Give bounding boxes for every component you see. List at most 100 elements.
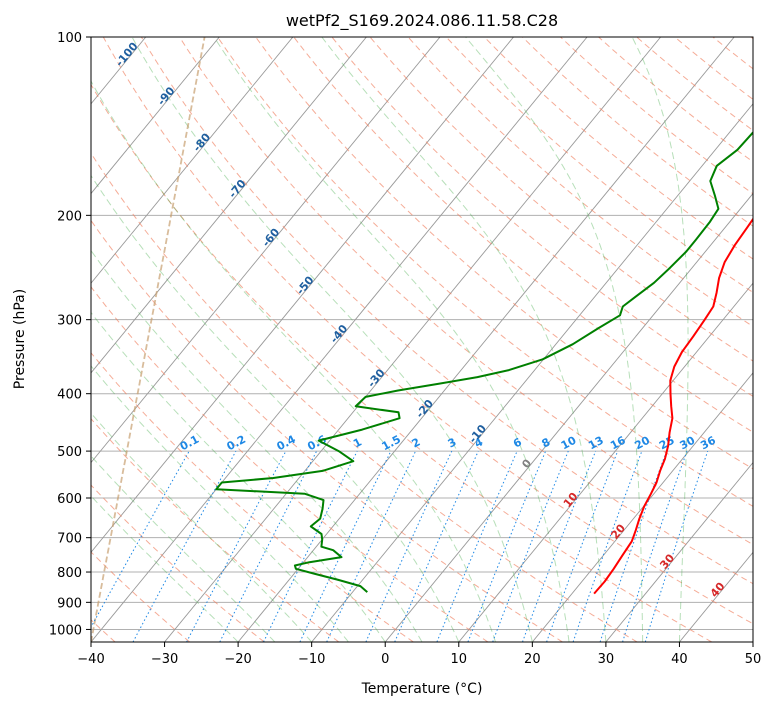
temperature-profile-line: [593, 217, 753, 595]
isotherm-line: [752, 641, 753, 642]
moist-adiabat-line: [91, 365, 349, 642]
mixing-ratio-label: 0.4: [275, 433, 299, 454]
isotherm-label: 20: [608, 521, 628, 541]
mixing-ratio-line: [365, 450, 453, 642]
moist-adiabat-line: [91, 174, 460, 642]
isotherm-line: [237, 37, 735, 642]
x-tick-label: −10: [298, 652, 325, 667]
moist-adiabat-line: [91, 80, 497, 642]
moist-adiabat-line: [465, 37, 644, 642]
y-tick-label: 100: [57, 31, 82, 46]
x-tick-label: −20: [224, 652, 251, 667]
mixing-ratio-line: [299, 450, 392, 642]
isotherm-label: -70: [226, 177, 249, 201]
x-axis-title: Temperature (°C): [361, 681, 483, 697]
dry-adiabat-line: [91, 484, 265, 642]
isotherm-label: -100: [113, 40, 141, 70]
mixing-ratio-line: [436, 450, 518, 642]
x-tick-label: 0: [381, 652, 389, 667]
mixing-ratio-line: [622, 450, 688, 642]
moist-adiabat-line: [321, 37, 607, 642]
mixing-ratio-line: [546, 450, 619, 642]
mixing-ratio-label: 16: [608, 434, 628, 453]
mixing-ratio-line: [263, 450, 358, 642]
dry-adiabat-line: [293, 37, 753, 433]
mixing-ratio-label: 0.1: [178, 433, 201, 454]
mixing-ratio-label: 2: [410, 435, 423, 450]
isotherm-label: -50: [294, 273, 317, 297]
mixing-ratio-label: 10: [559, 434, 579, 453]
isotherm-label: 10: [561, 490, 581, 510]
moist-adiabat-line: [91, 412, 313, 642]
mixing-ratio-line: [492, 450, 569, 642]
plot-frame: [90, 36, 754, 643]
mixing-ratio-line: [394, 450, 479, 642]
isotherm-label: -60: [260, 226, 283, 250]
y-tick-label: 500: [57, 445, 82, 460]
mixing-ratio-label: 6: [511, 435, 524, 450]
chart-title: wetPf2_S169.2024.086.11.58.C28: [286, 11, 558, 31]
dry-adiabat-line: [331, 37, 753, 397]
mixing-ratio-line: [467, 450, 547, 642]
isotherm-line: [458, 282, 753, 642]
x-tick-label: −40: [77, 652, 104, 667]
dry-adiabat-line: [179, 37, 753, 546]
y-tick-label: 900: [57, 596, 82, 611]
dry-adiabat-line: [91, 83, 713, 642]
y-tick-label: 800: [57, 566, 82, 581]
y-tick-label: 400: [57, 388, 82, 403]
isotherm-line: [91, 37, 514, 554]
y-tick-label: 200: [57, 209, 82, 224]
isotherm-line: [311, 103, 753, 642]
mixing-ratio-line: [644, 450, 709, 642]
dry-adiabat-line: [636, 37, 753, 132]
isotherm-line: [91, 37, 588, 642]
reference-curve: [91, 37, 206, 642]
dry-adiabat-line: [91, 286, 489, 642]
y-tick-label: 1000: [49, 623, 82, 638]
mixing-ratio-label: 30: [678, 434, 698, 453]
mixing-ratio-line: [572, 450, 643, 642]
isotherm-line: [91, 37, 441, 464]
x-tick-label: 50: [745, 652, 762, 667]
isotherm-line: [91, 37, 220, 195]
mixing-ratio-label: 8: [540, 435, 553, 450]
isotherm-line: [91, 37, 294, 284]
isotherm-label: -10: [466, 422, 489, 446]
mixing-ratio-label: 36: [698, 434, 718, 453]
x-tick-label: −30: [151, 652, 178, 667]
x-tick-label: 10: [451, 652, 468, 667]
isotherm-line: [679, 551, 753, 642]
y-tick-label: 700: [57, 532, 82, 547]
dry-adiabat-line: [91, 352, 414, 642]
dry-adiabat-line: [91, 418, 340, 642]
isotherm-label: -90: [155, 84, 178, 108]
mixing-ratio-label: 20: [632, 434, 652, 453]
moist-adiabat-line: [213, 37, 570, 642]
x-tick-label: 30: [598, 652, 615, 667]
mixing-ratio-label: 1.5: [380, 433, 403, 454]
isotherm-label: 30: [657, 551, 677, 571]
isotherm-line: [164, 37, 662, 642]
dewpoint-profile-line: [215, 131, 753, 593]
isotherm-label: 40: [708, 580, 728, 600]
moist-adiabat-line: [631, 37, 689, 642]
dry-adiabat-line: [91, 219, 563, 642]
isotherm-line: [0, 37, 72, 642]
y-axis-title: Pressure (hPa): [12, 289, 28, 389]
mixing-ratio-line: [132, 450, 237, 642]
dry-adiabat-line: [750, 37, 753, 40]
moist-adiabat-line: [91, 249, 423, 642]
moist-adiabat-line: [91, 495, 239, 642]
mixing-ratio-label: 25: [657, 434, 677, 453]
mixing-ratio-line: [522, 450, 597, 642]
isotherm-label: -40: [328, 322, 351, 346]
y-tick-label: 300: [57, 314, 82, 329]
x-tick-label: 40: [671, 652, 688, 667]
mixing-ratio-line: [219, 450, 318, 642]
dry-adiabat-line: [255, 37, 753, 470]
isotherm-line: [384, 192, 753, 642]
isotherm-label: 0: [519, 456, 534, 470]
x-tick-label: 20: [524, 652, 541, 667]
